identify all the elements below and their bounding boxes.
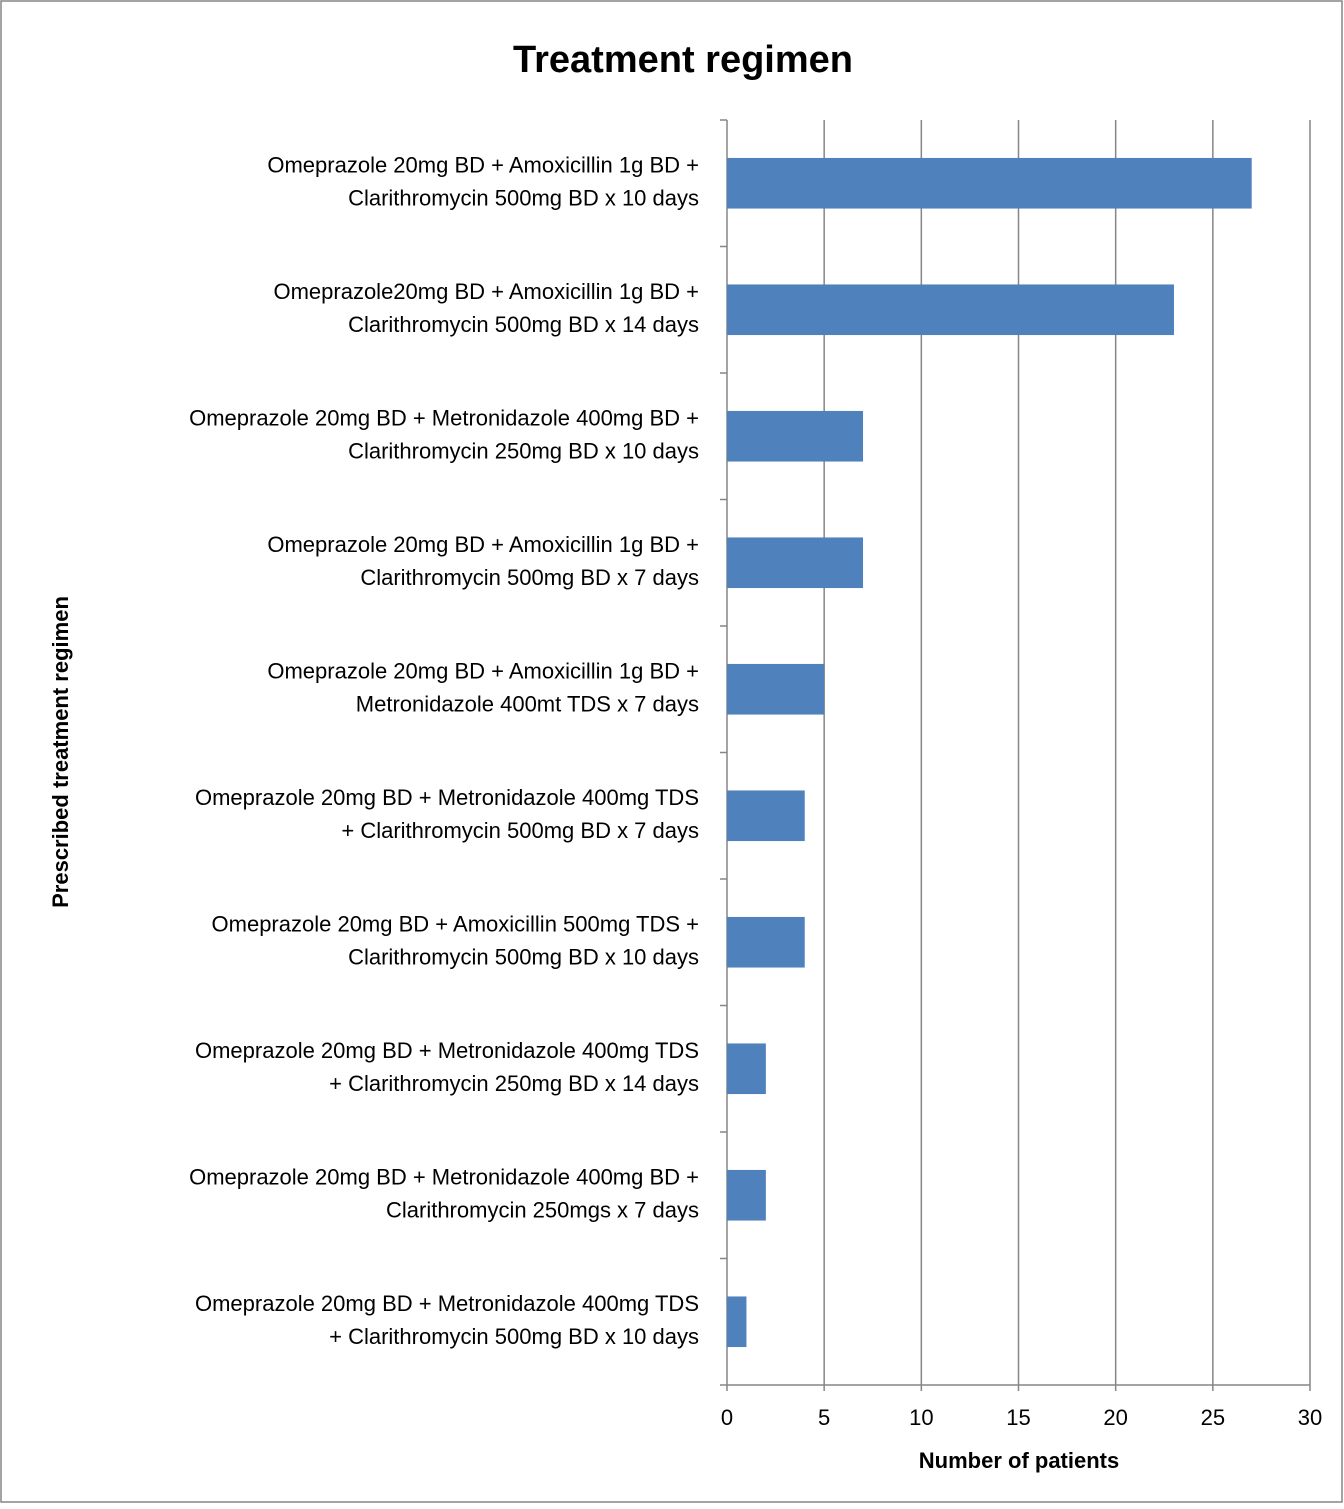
bar — [727, 284, 1174, 336]
y-tick-label: Omeprazole20mg BD + Amoxicillin 1g BD + — [273, 279, 699, 304]
x-tick-label: 20 — [1103, 1405, 1127, 1430]
y-tick-label: Clarithromycin 500mg BD x 10 days — [348, 186, 699, 211]
y-tick-label: Omeprazole 20mg BD + Metronidazole 400mg… — [189, 406, 699, 431]
x-tick-label: 5 — [818, 1405, 830, 1430]
x-tick-label: 0 — [721, 1405, 733, 1430]
y-tick-label: + Clarithromycin 500mg BD x 7 days — [341, 818, 699, 843]
y-tick-label: Omeprazole 20mg BD + Amoxicillin 1g BD + — [267, 153, 699, 178]
bar — [727, 157, 1252, 209]
x-tick-label: 25 — [1201, 1405, 1225, 1430]
y-tick-label: Omeprazole 20mg BD + Metronidazole 400mg… — [195, 1038, 699, 1063]
y-tick-label: Omeprazole 20mg BD + Amoxicillin 1g BD + — [267, 659, 699, 684]
x-tick-label: 30 — [1298, 1405, 1322, 1430]
chart-title: Treatment regimen — [513, 39, 853, 81]
bar — [727, 537, 864, 589]
y-tick-label: Clarithromycin 250mg BD x 10 days — [348, 439, 699, 464]
x-tick-label: 10 — [909, 1405, 933, 1430]
y-tick-label: Omeprazole 20mg BD + Metronidazole 400mg… — [195, 785, 699, 810]
y-tick-label: Omeprazole 20mg BD + Amoxicillin 500mg T… — [212, 912, 699, 937]
bar — [727, 410, 864, 462]
bar — [727, 1296, 747, 1348]
y-tick-label: Metronidazole 400mt TDS x 7 days — [356, 692, 699, 717]
y-tick-label: Clarithromycin 500mg BD x 10 days — [348, 945, 699, 970]
bar — [727, 663, 825, 715]
x-axis-title: Number of patients — [919, 1448, 1119, 1473]
y-tick-label: + Clarithromycin 500mg BD x 10 days — [329, 1324, 699, 1349]
bar — [727, 916, 805, 968]
y-tick-label: Omeprazole 20mg BD + Metronidazole 400mg… — [189, 1165, 699, 1190]
bar — [727, 790, 805, 842]
y-tick-label: Clarithromycin 250mgs x 7 days — [386, 1198, 699, 1223]
y-axis-title: Prescribed treatment regimen — [48, 596, 73, 908]
y-tick-label: Clarithromycin 500mg BD x 14 days — [348, 312, 699, 337]
x-tick-label: 15 — [1006, 1405, 1030, 1430]
bar — [727, 1169, 766, 1221]
bar — [727, 1043, 766, 1095]
y-tick-label: Omeprazole 20mg BD + Amoxicillin 1g BD + — [267, 532, 699, 557]
y-tick-label: + Clarithromycin 250mg BD x 14 days — [329, 1071, 699, 1096]
y-tick-label: Clarithromycin 500mg BD x 7 days — [360, 565, 699, 590]
y-tick-label: Omeprazole 20mg BD + Metronidazole 400mg… — [195, 1291, 699, 1316]
